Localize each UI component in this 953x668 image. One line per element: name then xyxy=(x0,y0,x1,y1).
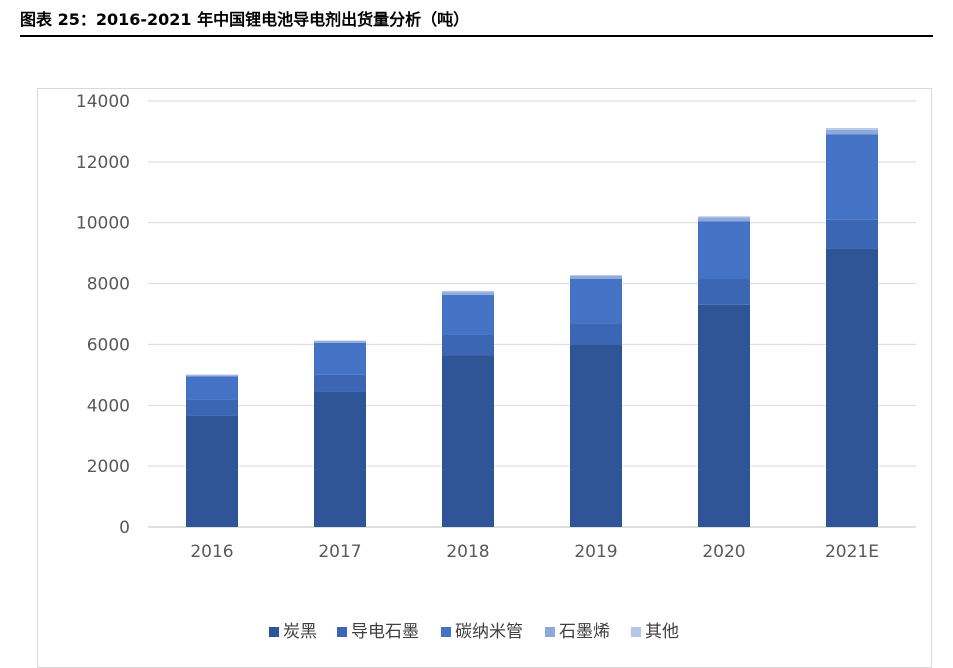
legend-swatch xyxy=(631,627,641,637)
y-tick-label: 0 xyxy=(119,518,130,538)
bar-segment xyxy=(186,399,238,416)
bar-segment xyxy=(826,248,878,528)
bar-segment xyxy=(442,355,494,527)
legend-swatch xyxy=(545,627,555,637)
bar-segment xyxy=(698,304,750,527)
bar-segment xyxy=(186,375,238,377)
legend-label: 其他 xyxy=(645,622,679,642)
y-tick-label: 2000 xyxy=(87,457,130,477)
bar-segment xyxy=(826,219,878,249)
x-tick-label: 2018 xyxy=(446,542,489,562)
bar-segment xyxy=(826,128,878,130)
bar-segment xyxy=(570,323,622,345)
x-tick-label: 2017 xyxy=(318,542,361,562)
bar-segment xyxy=(442,292,494,295)
caption-rule xyxy=(20,35,933,37)
bar-segment xyxy=(442,294,494,335)
bar-segment xyxy=(186,374,238,376)
bar-segment xyxy=(186,376,238,400)
bar-segment xyxy=(570,275,622,280)
bar-segment xyxy=(314,340,366,342)
legend-label: 石墨烯 xyxy=(559,622,610,642)
bar-segment xyxy=(698,216,750,218)
y-tick-label: 8000 xyxy=(87,275,130,295)
bar-segment xyxy=(186,415,238,527)
x-tick-label: 2020 xyxy=(702,542,745,562)
x-tick-label: 2019 xyxy=(574,542,617,562)
bar-segment xyxy=(314,391,366,527)
bar-segment xyxy=(570,344,622,527)
bar-segment xyxy=(826,129,878,135)
bar-segment xyxy=(314,342,366,375)
bar-segment xyxy=(826,134,878,220)
y-tick-label: 4000 xyxy=(87,396,130,416)
legend-label: 炭黑 xyxy=(283,622,317,642)
legend-label: 碳纳米管 xyxy=(455,622,523,642)
bar-segment xyxy=(314,374,366,392)
bar-segment xyxy=(442,290,494,293)
figure-caption: 图表 25：2016-2021 年中国锂电池导电剂出货量分析（吨） xyxy=(20,10,470,29)
legend-swatch xyxy=(337,627,347,637)
bar-segment xyxy=(442,334,494,356)
x-tick-label: 2021E xyxy=(825,542,879,562)
bar-segment xyxy=(698,221,750,280)
legend-label: 导电石墨 xyxy=(351,622,419,642)
legend-swatch xyxy=(441,627,451,637)
legend-swatch xyxy=(269,627,279,637)
bar-segment xyxy=(698,279,750,305)
y-tick-label: 12000 xyxy=(76,153,130,173)
x-tick-label: 2016 xyxy=(190,542,233,562)
y-tick-label: 14000 xyxy=(76,92,130,112)
bar-segment xyxy=(698,217,750,222)
y-tick-label: 6000 xyxy=(87,335,130,355)
bar-segment xyxy=(570,279,622,324)
bar-segment xyxy=(314,341,366,343)
bar-segment xyxy=(570,275,622,276)
y-tick-label: 10000 xyxy=(76,214,130,234)
